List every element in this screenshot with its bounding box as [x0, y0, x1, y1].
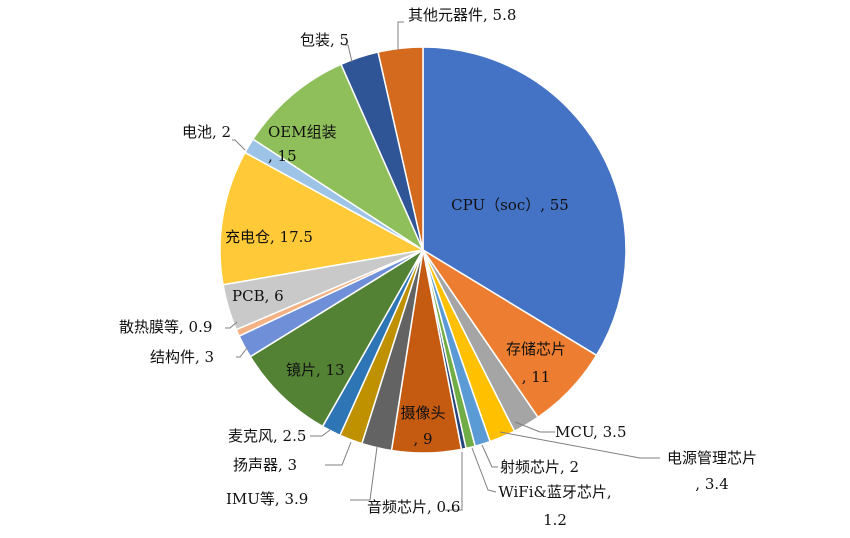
slice-label: 1.2: [543, 511, 567, 529]
pie-slice: [377, 46, 424, 251]
pie-slice: [251, 63, 425, 253]
leader-line: [236, 347, 248, 358]
slice-label: , 3.4: [695, 475, 728, 493]
slice-label: 摄像头: [400, 404, 445, 422]
pie-slice: [249, 249, 424, 428]
slice-label: CPU（soc）, 55: [451, 196, 569, 214]
pie-slices: [219, 46, 627, 454]
leader-line: [514, 421, 555, 433]
leader-line: [225, 321, 238, 329]
leader-line: [481, 444, 498, 468]
leader-line: [232, 139, 246, 151]
slice-label: 扬声器, 3: [233, 456, 297, 474]
slice-labels: CPU（soc）, 55 存储芯片 , 11 MCU, 3.5 电源管理芯片 , 3.4 射…: [119, 6, 757, 529]
slice-label: 音频芯片, 0.6: [367, 498, 460, 516]
leader-line: [350, 446, 378, 501]
leader-line: [445, 452, 463, 511]
leader-line: [471, 447, 497, 493]
slice-label: 射频芯片, 2: [500, 458, 579, 476]
slice-label: PCB, 6: [232, 287, 284, 305]
pie-slice: [422, 46, 627, 357]
slice-label: 结构件, 3: [150, 348, 214, 366]
slice-label: MCU, 3.5: [555, 423, 627, 441]
leader-lines: [225, 21, 660, 511]
slice-label: OEM组装: [268, 123, 337, 141]
leader-line: [310, 429, 331, 437]
slice-label: , 15: [268, 147, 297, 165]
slice-label: 存储芯片: [506, 340, 566, 358]
slice-label: 镜片, 13: [286, 361, 345, 379]
slice-label: 包装, 5: [300, 31, 349, 49]
slice-label: , 9: [413, 430, 432, 448]
slice-label: 充电仓, 17.5: [225, 228, 313, 246]
slice-label: , 11: [522, 368, 551, 386]
leader-line: [397, 21, 404, 50]
slice-label: WiFi&蓝牙芯片,: [498, 483, 611, 501]
slice-label: 其他元器件, 5.8: [408, 6, 516, 24]
slice-label: 散热膜等, 0.9: [119, 318, 212, 336]
leader-line: [325, 441, 352, 466]
leader-line: [499, 431, 660, 459]
slice-label: 电源管理芯片: [667, 449, 757, 467]
slice-label: IMU等, 3.9: [226, 490, 308, 508]
pie-slice: [219, 151, 426, 286]
leader-line: [343, 44, 353, 63]
slice-label: 麦克风, 2.5: [228, 427, 306, 445]
slice-label: 电池, 2: [182, 123, 231, 141]
